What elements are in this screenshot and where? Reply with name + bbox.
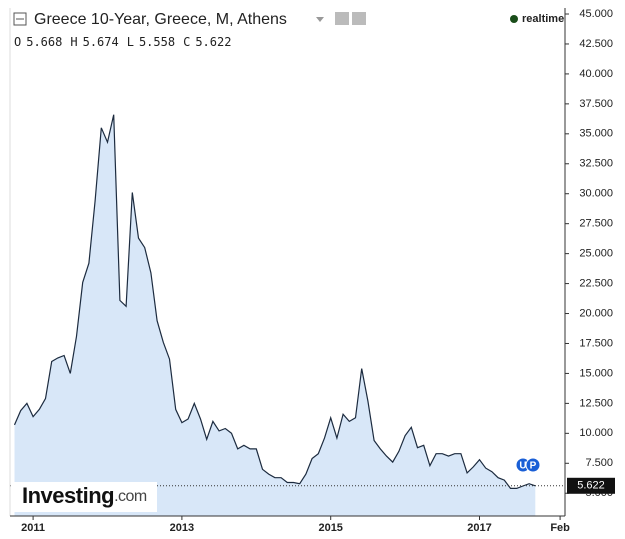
logo-suffix: .com [114,488,147,505]
x-tick-label: 2011 [21,522,45,534]
logo: Investing.com [22,483,147,508]
status-dot [510,15,518,23]
y-tick-label: 10.000 [579,427,613,439]
last-price-label: 5.622 [577,480,605,492]
y-tick-label: 12.500 [579,397,613,409]
x-tick-label: Feb [550,522,570,534]
y-tick-label: 35.000 [579,128,613,140]
ohlc-value: 5.668 [26,35,62,49]
settings-icon[interactable] [352,12,366,25]
y-tick-label: 20.000 [579,307,613,319]
y-tick-label: 15.000 [579,367,613,379]
ohlc-label: O [14,35,21,49]
status: realtime [522,13,564,25]
event-marker [525,457,541,473]
y-tick-label: 32.500 [579,158,613,170]
x-tick-label: 2017 [467,522,491,534]
ohlc-label: L [127,35,134,49]
x-tick-label: 2015 [318,522,342,534]
event-label: P [530,461,537,472]
ohlc-value: 5.558 [139,35,175,49]
event-label: U [519,461,526,472]
last-price-badge [567,477,615,494]
y-tick-label: 42.500 [579,38,613,50]
y-tick-label: 37.500 [579,98,613,110]
y-tick-label: 40.000 [579,68,613,80]
chart-title: Greece 10-Year, Greece, M, Athens [34,11,287,28]
ohlc-value: 5.622 [195,35,231,49]
ohlc: O 5.668 H 5.674 L 5.558 C 5.622 [14,35,231,49]
area [14,114,536,516]
ohlc-value: 5.674 [83,35,119,49]
x-tick-label: 2013 [170,522,194,534]
y-tick-label: 45.000 [579,8,613,20]
logo-box [11,482,157,512]
y-tick-label: 25.000 [579,248,613,260]
line [13,114,536,489]
y-tick-label: 30.000 [579,188,613,200]
settings-icon[interactable] [335,12,349,25]
dropdown[interactable] [316,17,324,22]
y-tick-label: 7.500 [585,457,613,469]
y-tick-label: 22.500 [579,277,613,289]
ohlc-label: H [70,35,77,49]
y-tick-label: 27.500 [579,218,613,230]
logo-brand: Investing [22,483,114,508]
ohlc-label: C [183,35,190,49]
y-tick-label: 17.500 [579,337,613,349]
